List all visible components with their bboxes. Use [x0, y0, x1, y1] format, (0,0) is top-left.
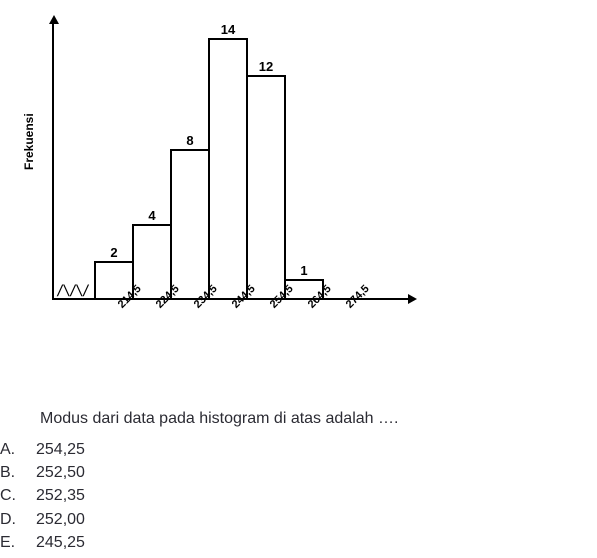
question-text: Modus dari data pada histogram di atas a… [40, 410, 398, 428]
x-axis-arrow-icon [408, 294, 417, 304]
answer-option: C.252,35 [0, 484, 116, 507]
y-axis-arrow-icon [49, 15, 59, 24]
answer-option: E.245,25 [0, 531, 116, 554]
bar-value-label: 4 [134, 208, 170, 223]
histogram-bar: 12 [246, 75, 286, 298]
option-value: 245,25 [36, 531, 116, 554]
x-ticks-group: 214,5224,5234,5244,5254,5264,5274,5 [112, 292, 378, 304]
bar-value-label: 14 [210, 22, 246, 37]
option-value: 252,00 [36, 508, 116, 531]
option-letter: A. [0, 438, 36, 461]
option-letter: C. [0, 484, 36, 507]
histogram-bar: 14 [208, 38, 248, 298]
axis-break-icon: /\/\/ [56, 283, 88, 299]
plot-area: /\/\/ 24814121 214,5224,5234,5244,5254,5… [52, 20, 412, 300]
histogram-bar: 8 [170, 149, 210, 298]
bar-value-label: 8 [172, 133, 208, 148]
y-axis-label: Frekuensi [22, 113, 36, 170]
bar-value-label: 2 [96, 245, 132, 260]
answer-option: A.254,25 [0, 438, 116, 461]
option-letter: E. [0, 531, 36, 554]
answer-options: A.254,25B.252,50C.252,35D.252,00E.245,25 [0, 438, 116, 554]
answer-option: B.252,50 [0, 461, 116, 484]
option-letter: D. [0, 508, 36, 531]
bars-group: 24814121 [94, 38, 324, 298]
bar-value-label: 1 [286, 263, 322, 278]
bar-value-label: 12 [248, 59, 284, 74]
histogram-chart: Frekuensi /\/\/ 24814121 214,5224,5234,5… [30, 20, 430, 340]
option-letter: B. [0, 461, 36, 484]
option-value: 252,35 [36, 484, 116, 507]
x-tick-label: 274,5 [340, 279, 375, 314]
answer-option: D.252,00 [0, 508, 116, 531]
option-value: 252,50 [36, 461, 116, 484]
option-value: 254,25 [36, 438, 116, 461]
